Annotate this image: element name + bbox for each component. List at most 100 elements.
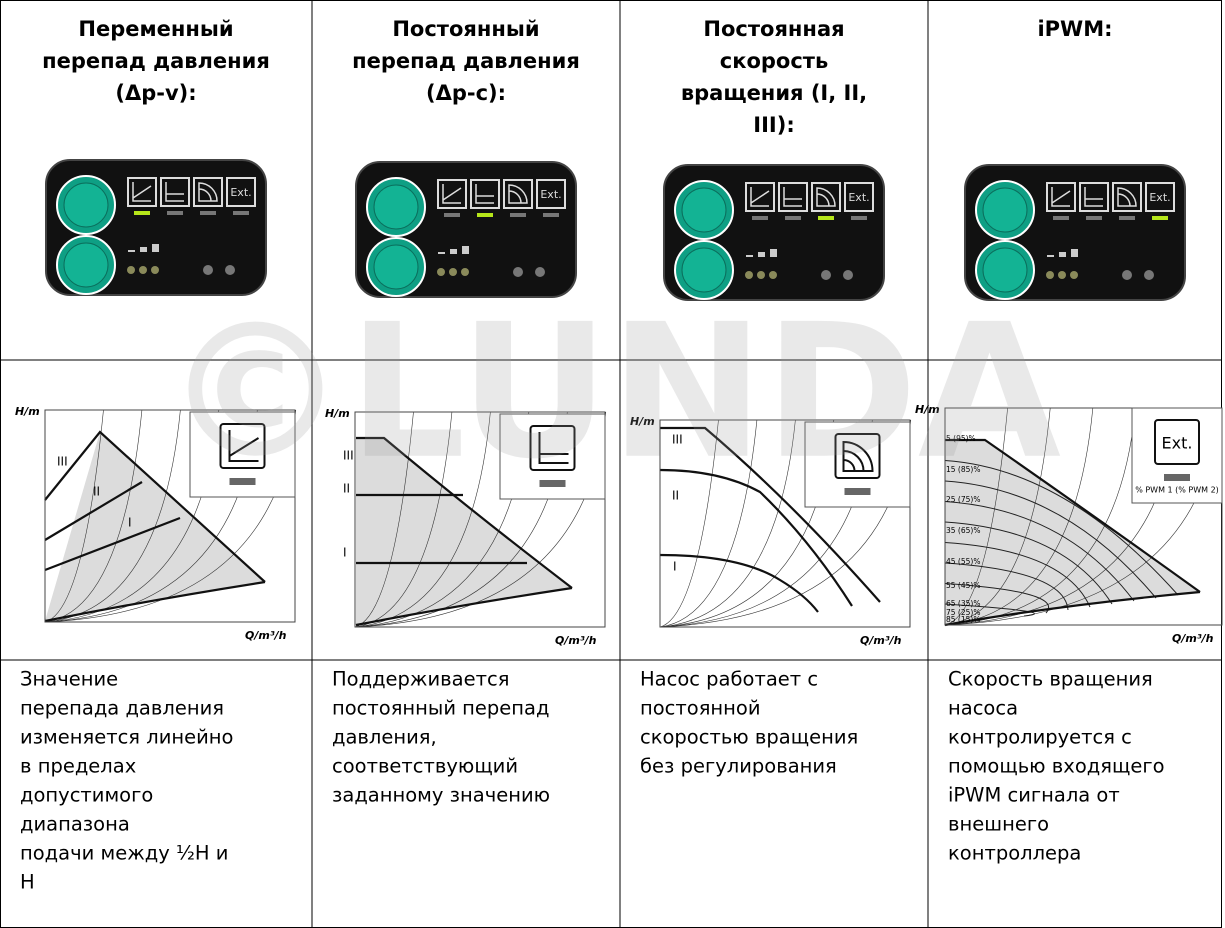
pwm-led bbox=[843, 270, 853, 280]
pump-curve bbox=[355, 586, 573, 627]
mode-icon bbox=[470, 179, 500, 209]
pwm-led bbox=[225, 265, 235, 275]
x-axis-label: Q/m³/h bbox=[245, 629, 287, 642]
pwm-caption: % PWM 1 (% PWM 2) bbox=[1135, 486, 1219, 495]
mode-icon-bar bbox=[539, 480, 566, 487]
speed-mark bbox=[746, 255, 753, 257]
speed-mark bbox=[152, 244, 159, 252]
control-panel: Ext. bbox=[663, 164, 885, 301]
header-text: iPWM: bbox=[1037, 17, 1112, 41]
pump-curve bbox=[944, 590, 1201, 627]
speed-led bbox=[745, 271, 753, 279]
description-text: перепада давления bbox=[20, 697, 224, 720]
chart-axes bbox=[44, 409, 296, 623]
icon-symbol bbox=[1051, 187, 1071, 207]
pwm-led bbox=[821, 270, 831, 280]
icon-text: Ext. bbox=[1162, 434, 1193, 453]
icon-symbol bbox=[228, 430, 260, 462]
description-text: насоса bbox=[948, 697, 1018, 720]
y-axis-label: H/m bbox=[325, 407, 350, 420]
speed-mark bbox=[1071, 249, 1078, 257]
speed-mark bbox=[450, 249, 457, 254]
mode-icon bbox=[844, 182, 874, 212]
panel-button-inner bbox=[63, 182, 109, 228]
icon-text: Ext. bbox=[848, 191, 869, 204]
mode-icon-frame bbox=[219, 423, 266, 469]
mode-icon bbox=[1079, 182, 1109, 212]
icon-text: Ext. bbox=[230, 186, 251, 199]
icon-symbol bbox=[1084, 187, 1103, 207]
mode-indicator bbox=[752, 216, 768, 220]
curve-label: I bbox=[343, 546, 347, 560]
icon-symbol bbox=[165, 182, 184, 202]
mode-indicator bbox=[200, 211, 216, 215]
speed-led bbox=[151, 266, 159, 274]
description-text: Насос работает с bbox=[640, 668, 818, 691]
speed-led bbox=[437, 268, 445, 276]
panel-button-inner bbox=[63, 242, 109, 288]
pwm-label: 25 (75)% bbox=[946, 495, 980, 504]
header-text: перепад давления bbox=[352, 49, 580, 73]
x-axis-label: Q/m³/h bbox=[1172, 632, 1214, 645]
icon-symbol bbox=[475, 184, 494, 204]
y-axis-label: H/m bbox=[630, 415, 655, 428]
panel-button-inner bbox=[982, 247, 1028, 293]
pump-curve bbox=[44, 481, 143, 541]
icon-symbol bbox=[132, 182, 152, 202]
description-text: контролируется с bbox=[948, 726, 1132, 749]
curve-label: II bbox=[93, 485, 100, 499]
mode-icon-bar bbox=[1164, 474, 1190, 481]
description-text: изменяется линейно bbox=[20, 726, 233, 749]
mode-indicator bbox=[444, 213, 460, 217]
curve-label: III bbox=[672, 433, 683, 447]
mode-indicator bbox=[851, 216, 867, 220]
pwm-curve bbox=[944, 460, 1179, 596]
curve-label: I bbox=[128, 516, 132, 530]
description-text: заданному значению bbox=[332, 784, 550, 807]
speed-led bbox=[757, 271, 765, 279]
curve-label: III bbox=[57, 455, 68, 469]
description-text: диапазона bbox=[20, 813, 130, 836]
description-text: Значение bbox=[20, 668, 118, 691]
operating-area bbox=[356, 438, 572, 625]
speed-led bbox=[1058, 271, 1066, 279]
mode-icon-bar bbox=[844, 488, 871, 495]
mode-icon bbox=[536, 179, 566, 209]
speed-led bbox=[769, 271, 777, 279]
description-text: контроллера bbox=[948, 842, 1081, 865]
system-curve bbox=[659, 419, 719, 628]
system-curve bbox=[944, 407, 1051, 626]
icon-symbol bbox=[1117, 187, 1137, 207]
icon-symbol bbox=[538, 432, 569, 464]
mode-icon-frame bbox=[1154, 419, 1200, 465]
pwm-label: 65 (35)% bbox=[946, 599, 980, 608]
system-curve bbox=[944, 407, 1008, 626]
control-panel: Ext. bbox=[355, 161, 577, 298]
speed-led bbox=[139, 266, 147, 274]
panel-button-inner bbox=[373, 184, 419, 230]
mode-icon-frame bbox=[529, 425, 576, 471]
mode-indicator bbox=[1086, 216, 1102, 220]
system-curve bbox=[44, 409, 104, 623]
pwm-label: 75 (25)% bbox=[946, 608, 980, 617]
pwm-curve bbox=[944, 521, 1113, 605]
description-text: подачи между ½Н и bbox=[20, 842, 228, 865]
description-text: в пределах bbox=[20, 755, 136, 778]
pump-curve bbox=[660, 426, 881, 603]
header-text: Постоянная bbox=[703, 17, 844, 41]
mode-indicator bbox=[543, 213, 559, 217]
icon-text: Ext. bbox=[1149, 191, 1170, 204]
mode-icon-bar bbox=[229, 478, 256, 485]
speed-mark bbox=[462, 246, 469, 254]
operating-area bbox=[945, 440, 1200, 625]
pump-curve bbox=[44, 430, 266, 583]
header-text: (Δp-v): bbox=[115, 81, 196, 105]
pwm-led bbox=[1122, 270, 1132, 280]
mode-indicator bbox=[510, 213, 526, 217]
icon-symbol bbox=[750, 187, 770, 207]
description-text: Поддерживается bbox=[332, 668, 509, 691]
pump-curve bbox=[945, 438, 1201, 593]
